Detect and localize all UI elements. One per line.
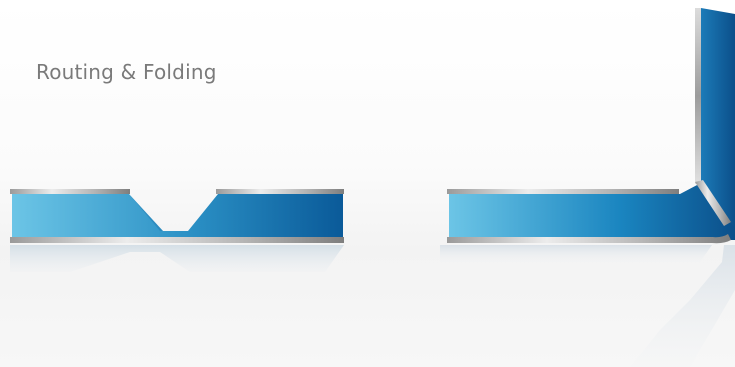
folded-panel-reflection xyxy=(440,245,735,367)
routed-panel xyxy=(10,189,344,272)
bottom-skin xyxy=(10,237,344,243)
caption-title: Routing & Folding xyxy=(36,60,217,84)
folded-panel xyxy=(440,8,735,367)
horizontal-bottom-skin xyxy=(447,234,731,244)
vertical-outer-skin xyxy=(695,8,701,184)
vertical-leg xyxy=(701,8,735,240)
horizontal-leg xyxy=(449,184,735,240)
routed-panel-reflection xyxy=(10,245,344,272)
panel-core-grooved xyxy=(12,194,343,237)
top-skin-left xyxy=(10,189,130,194)
horizontal-top-skin xyxy=(447,189,679,194)
top-skin-right xyxy=(216,189,344,194)
fold-diagonal-skin xyxy=(695,180,731,226)
